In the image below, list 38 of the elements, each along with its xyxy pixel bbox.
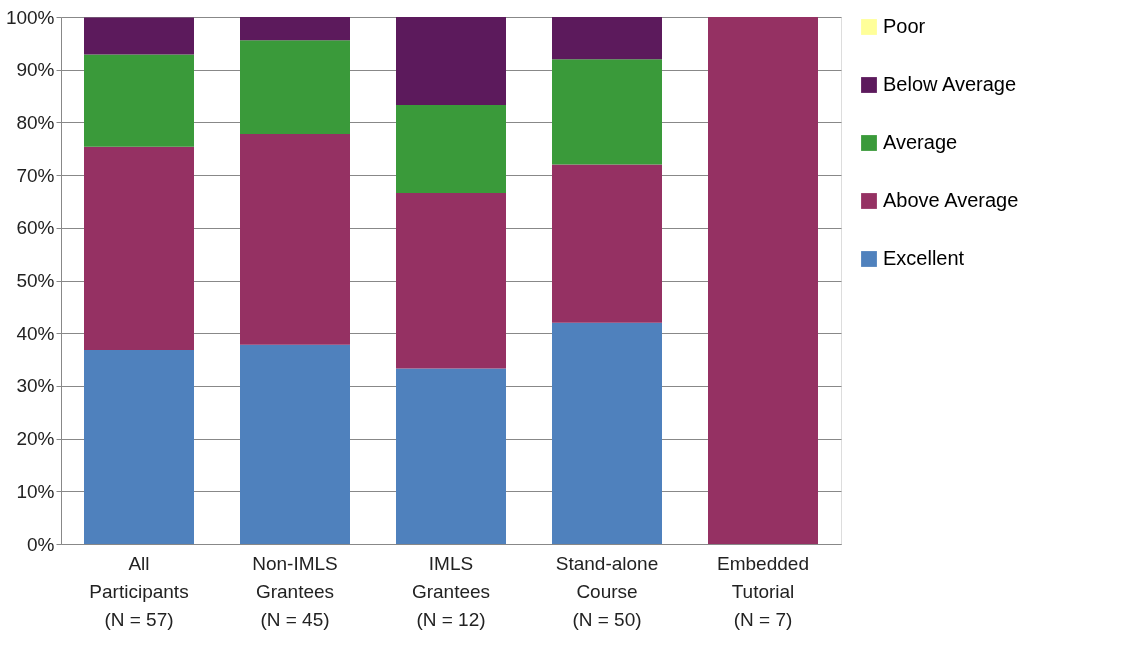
bar: [396, 17, 506, 106]
y-tick-label: 70%: [16, 164, 55, 186]
x-tick-label: Stand-alone Course (N = 50): [555, 552, 659, 630]
legend-label: Excellent: [883, 247, 965, 269]
legend-label: Average: [883, 131, 958, 153]
y-tick-label: 20%: [16, 428, 55, 450]
bar: [396, 368, 506, 544]
y-tick-label: 50%: [16, 270, 55, 291]
legend-label: Poor: [883, 15, 926, 37]
bar: [708, 17, 818, 544]
bar: [240, 344, 350, 544]
y-tick-label: 10%: [16, 480, 55, 502]
bar: [240, 40, 350, 134]
x-tick-label: Embedded Tutorial (N = 7): [717, 552, 809, 630]
bar: [552, 322, 662, 544]
y-tick-label: 90%: [16, 59, 55, 81]
bar: [84, 350, 194, 544]
bar: [84, 54, 194, 147]
bar: [240, 133, 350, 345]
bar: [396, 105, 506, 194]
bar: [552, 59, 662, 165]
y-tick-label: 30%: [16, 375, 55, 397]
legend-label: Below Average: [883, 73, 1017, 95]
bar: [552, 164, 662, 323]
x-tick-label: IMLS Grantees (N = 12): [411, 552, 491, 630]
bar: [552, 17, 662, 60]
y-tick-label: 0%: [27, 533, 55, 555]
x-tick-label: Non-IMLS Grantees (N = 45): [252, 552, 338, 630]
legend-label: Above Average: [883, 189, 1019, 211]
bar: [240, 17, 350, 41]
y-tick-label: 60%: [16, 217, 55, 239]
y-tick-label: 80%: [16, 111, 55, 133]
bar: [84, 146, 194, 351]
x-tick-label: All Participants (N = 57): [89, 552, 189, 630]
y-tick-label: 100%: [5, 6, 55, 28]
bar: [396, 193, 506, 369]
y-tick-label: 40%: [16, 322, 55, 344]
bar: [84, 17, 194, 55]
